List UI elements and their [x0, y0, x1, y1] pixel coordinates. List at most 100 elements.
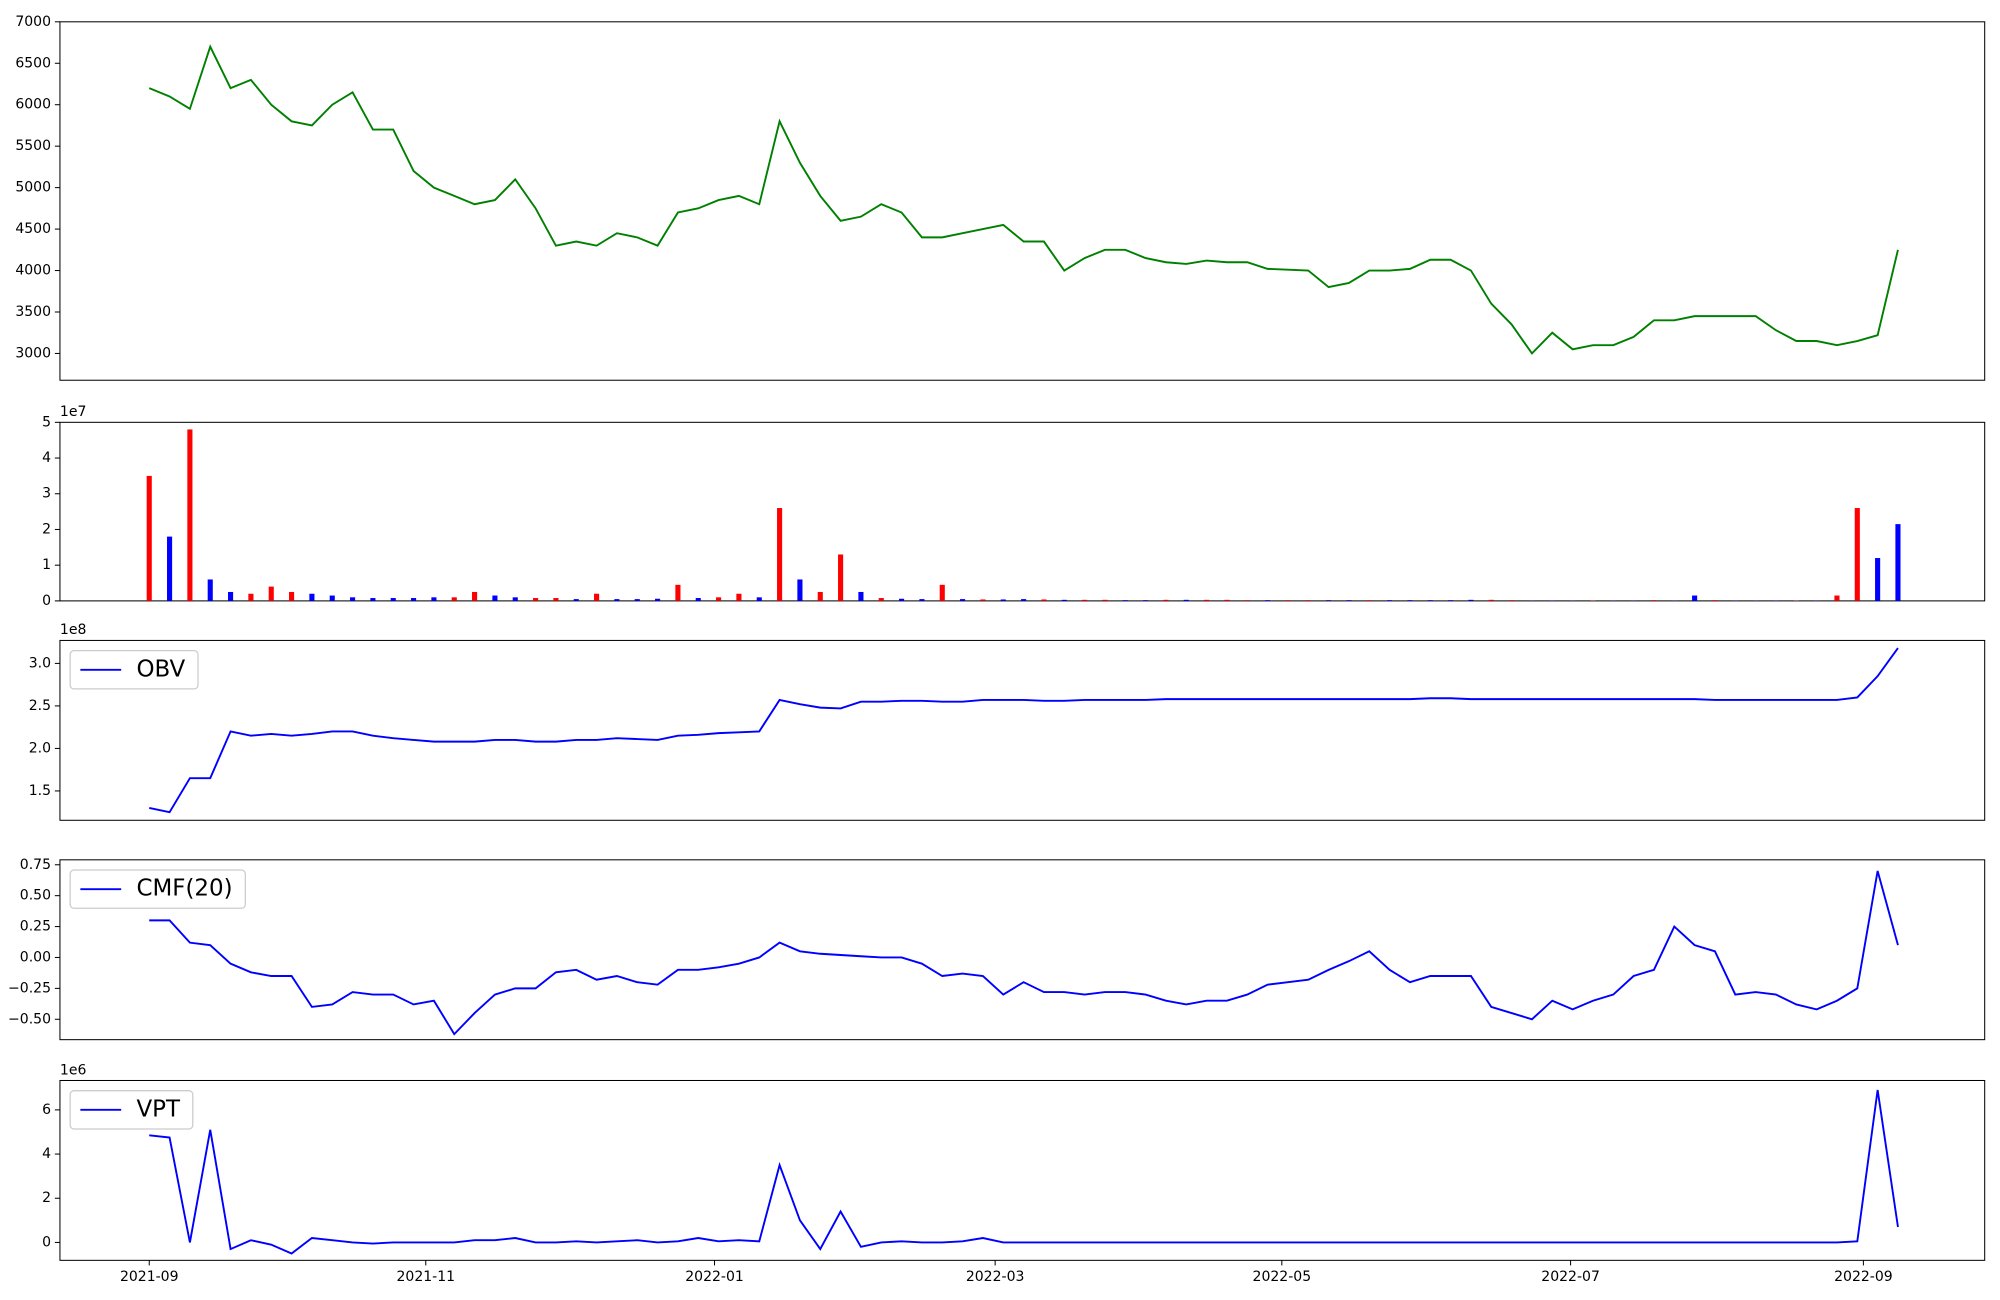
volume-bar [187, 429, 193, 601]
volume-bar [1326, 600, 1332, 601]
volume-bar [1021, 599, 1027, 601]
series-line [149, 647, 1899, 814]
volume-bar [1387, 600, 1393, 601]
volume-bar [1265, 600, 1271, 601]
plot-frame [59, 859, 1986, 1041]
y-tick-label: 6 [42, 1102, 51, 1118]
volume-bar [228, 591, 234, 601]
volume-bar [736, 593, 742, 601]
y-tick-label: 5 [42, 414, 51, 430]
volume-bar [1163, 599, 1169, 601]
volume-bar [1102, 599, 1108, 601]
volume-bar [919, 599, 925, 601]
volume-bar [695, 598, 701, 601]
x-tick-label: 2022-05 [1253, 1269, 1312, 1285]
y-tick-label: 6000 [15, 97, 51, 113]
volume-bar [431, 597, 437, 601]
volume-bar [1854, 508, 1860, 601]
volume-bar [716, 597, 722, 601]
volume-bar [1082, 599, 1088, 601]
x-tick-label: 2022-03 [966, 1269, 1025, 1285]
axis-offset: 1e6 [60, 1062, 87, 1078]
volume-bar [1427, 600, 1433, 601]
y-tick-label: 0.25 [20, 919, 51, 935]
volume-bar [533, 598, 539, 601]
volume-bar [1509, 600, 1515, 601]
volume-bar [1346, 600, 1352, 601]
volume-bar [634, 599, 640, 601]
volume-bar [939, 584, 945, 601]
axis-offset: 1e7 [60, 404, 86, 420]
volume-bar [1692, 595, 1698, 601]
volume-bar [512, 597, 518, 601]
x-tick-label: 2022-01 [685, 1269, 744, 1285]
volume-bar [1651, 600, 1657, 601]
volume-bar [1895, 524, 1901, 601]
y-tick-label: 3.0 [29, 655, 51, 671]
volume-bar [878, 598, 884, 601]
volume-bar [675, 584, 681, 601]
y-tick-label: −0.50 [8, 1011, 51, 1027]
volume-bar [472, 591, 478, 601]
volume-bar [146, 475, 152, 601]
volume-bar [1366, 600, 1372, 601]
plot-frame [59, 21, 1986, 381]
series-line [149, 870, 1899, 1036]
volume-bar [248, 593, 254, 601]
volume-bar [1875, 558, 1881, 601]
volume-bar [1834, 595, 1840, 601]
y-tick-label: 0 [42, 593, 51, 609]
y-tick-label: 4500 [15, 221, 51, 237]
legend-label: VPT [136, 1096, 181, 1122]
volume-bar [1000, 599, 1006, 601]
volume-bar [1468, 599, 1474, 601]
volume-bar [1204, 599, 1210, 601]
volume-bar [1061, 599, 1067, 601]
y-tick-label: 2 [42, 1190, 51, 1206]
x-tick-label: 2021-09 [120, 1269, 179, 1285]
y-tick-label: 7000 [15, 14, 51, 30]
legend-label: CMF(20) [136, 876, 232, 902]
y-tick-label: 3000 [15, 345, 51, 361]
y-tick-label: 0.50 [20, 888, 51, 904]
y-tick-label: 0.00 [20, 949, 51, 965]
volume-bar [838, 554, 844, 601]
volume-bar [370, 598, 376, 601]
volume-bar [309, 593, 315, 601]
y-tick-label: 5500 [15, 138, 51, 154]
x-tick-label: 2021-11 [396, 1269, 455, 1285]
y-tick-label: 0 [42, 1234, 51, 1250]
volume-bar [817, 591, 823, 601]
volume-bar [1305, 600, 1311, 601]
volume-bar [167, 536, 173, 601]
volume-bar [1712, 600, 1718, 601]
volume-bar [655, 598, 661, 601]
y-tick-label: −0.25 [8, 980, 51, 996]
volume-bar [1285, 600, 1291, 601]
volume-bar [553, 598, 559, 601]
y-tick-label: 2.5 [29, 698, 51, 714]
volume-bar [390, 598, 396, 601]
volume-bar [756, 597, 762, 601]
y-tick-label: 4 [42, 450, 51, 466]
volume-bar [899, 598, 905, 601]
volume-bar [207, 579, 213, 601]
volume-bar [350, 597, 356, 601]
volume-bar [573, 599, 579, 601]
volume-bar [492, 595, 498, 601]
volume-bar [797, 579, 803, 601]
volume-bar [411, 598, 417, 601]
volume-bar [1224, 599, 1230, 601]
x-tick-label: 2022-09 [1834, 1269, 1893, 1285]
volume-bar [614, 599, 620, 601]
series-line [148, 44, 1899, 355]
volume-bar [1122, 600, 1128, 601]
axis-offset: 1e8 [60, 622, 86, 638]
y-tick-label: 0.75 [20, 857, 51, 873]
volume-bar [858, 591, 864, 601]
plot-frame [59, 1079, 1986, 1261]
y-tick-label: 1 [42, 557, 51, 573]
legend-box [69, 650, 199, 690]
volume-bar [777, 508, 783, 601]
volume-bar [980, 599, 986, 601]
